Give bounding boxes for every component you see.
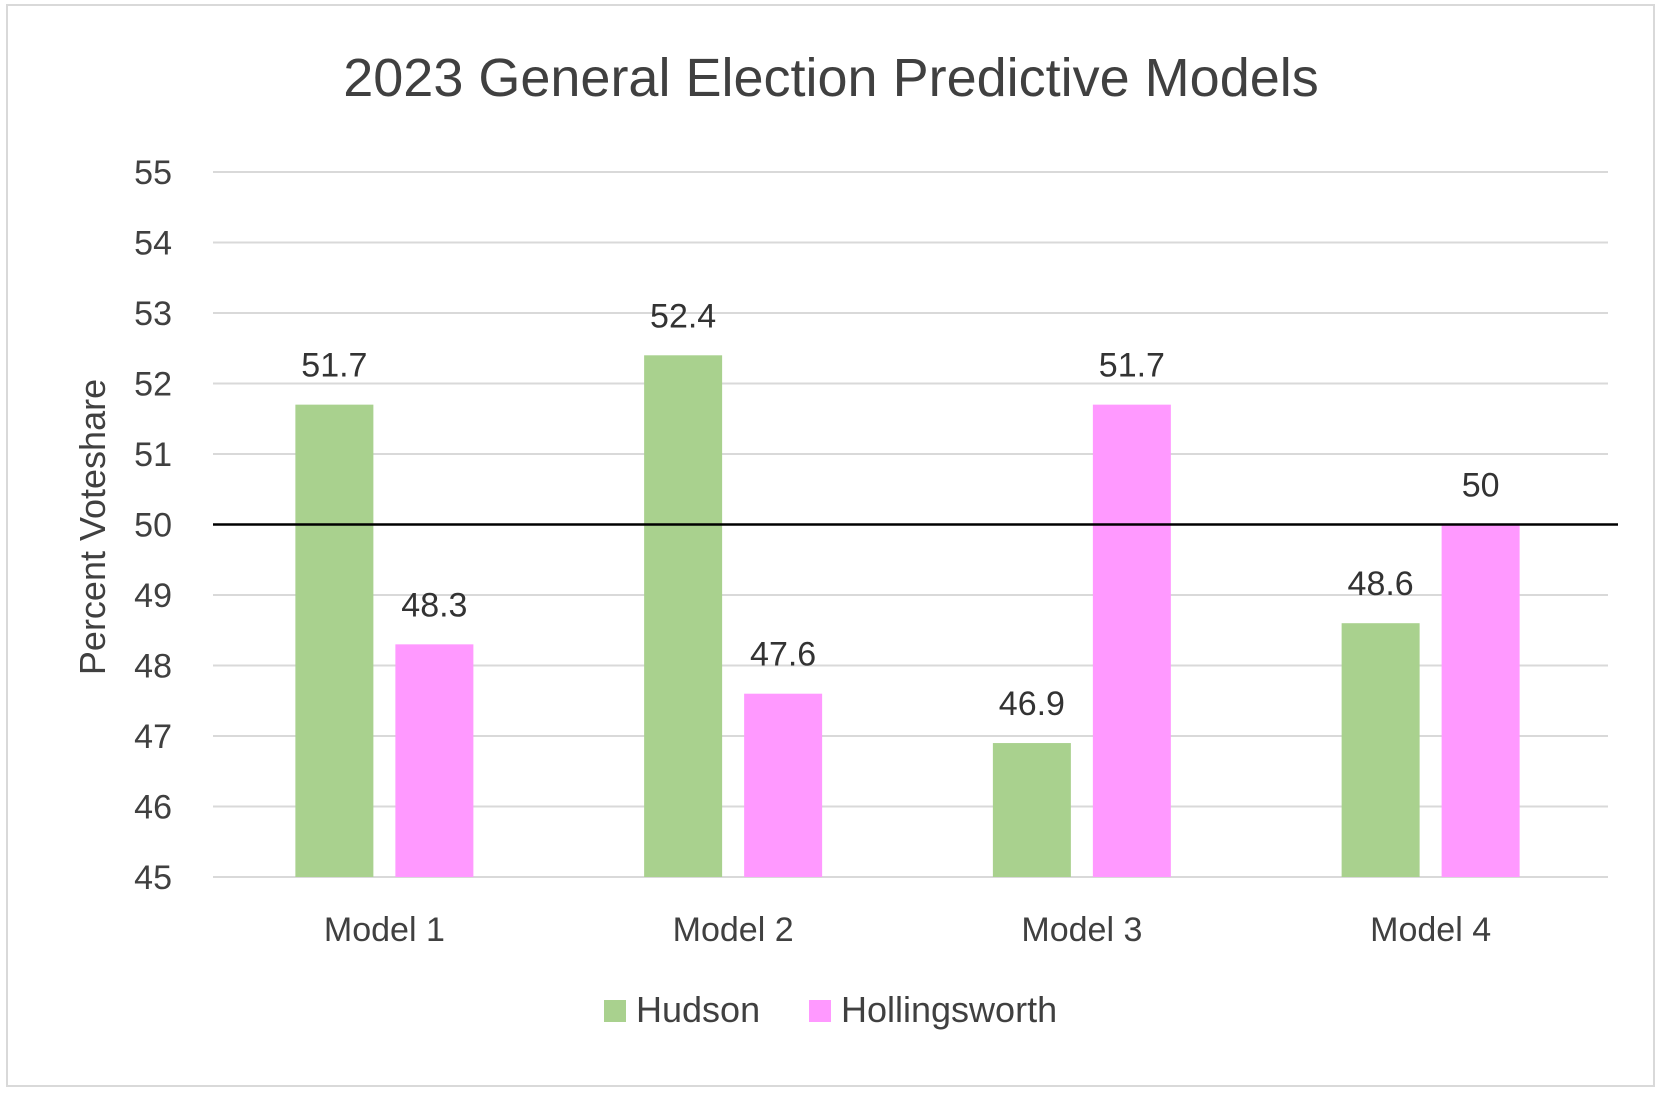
legend-label-hudson: Hudson — [636, 989, 760, 1030]
bars — [295, 355, 1520, 877]
y-tick-label: 49 — [134, 577, 172, 615]
data-label-hollingsworth-3: 51.7 — [1099, 347, 1165, 385]
bar-hudson-4 — [1341, 623, 1420, 877]
y-axis-ticks: 45 46 47 48 49 50 51 52 53 54 55 — [134, 154, 172, 897]
legend-swatch-hudson — [604, 1000, 626, 1022]
bar-hollingsworth-4 — [1441, 524, 1520, 877]
x-axis-categories: Model 1 Model 2 Model 3 Model 4 — [324, 911, 1491, 949]
y-tick-label: 51 — [134, 436, 172, 474]
data-label-hudson-3: 46.9 — [999, 685, 1065, 723]
x-category-label: Model 1 — [324, 911, 445, 949]
data-label-hudson-2: 52.4 — [650, 297, 716, 335]
y-axis-title: Percent Voteshare — [72, 379, 113, 675]
legend-swatch-hollingsworth — [809, 1000, 831, 1022]
bar-hudson-3 — [992, 743, 1071, 877]
y-tick-label: 53 — [134, 295, 172, 333]
y-tick-label: 50 — [134, 507, 172, 545]
chart-frame — [6, 4, 1655, 1087]
bar-hollingsworth-2 — [744, 693, 823, 877]
x-category-label: Model 3 — [1021, 911, 1142, 949]
bar-hudson-1 — [295, 404, 374, 877]
legend: Hudson Hollingsworth — [604, 989, 1057, 1030]
y-tick-label: 45 — [134, 859, 172, 897]
x-category-label: Model 4 — [1370, 911, 1491, 949]
x-category-label: Model 2 — [673, 911, 794, 949]
y-tick-label: 48 — [134, 648, 172, 686]
y-tick-label: 46 — [134, 789, 172, 827]
data-label-hollingsworth-4: 50 — [1462, 467, 1500, 505]
y-tick-label: 55 — [134, 154, 172, 192]
y-tick-label: 52 — [134, 366, 172, 404]
data-label-hudson-1: 51.7 — [301, 347, 367, 385]
data-label-hollingsworth-2: 47.6 — [750, 636, 816, 674]
y-tick-label: 47 — [134, 718, 172, 756]
data-label-hollingsworth-1: 48.3 — [401, 586, 467, 624]
y-tick-label: 54 — [134, 225, 172, 263]
legend-label-hollingsworth: Hollingsworth — [841, 989, 1057, 1030]
bar-hollingsworth-3 — [1092, 404, 1171, 877]
bar-hollingsworth-1 — [395, 644, 474, 877]
data-labels: 51.7 48.3 52.4 47.6 46.9 51.7 48.6 50 — [301, 297, 1499, 723]
data-label-hudson-4: 48.6 — [1348, 565, 1414, 603]
chart-title: 2023 General Election Predictive Models — [343, 48, 1319, 108]
bar-hudson-2 — [644, 355, 723, 877]
